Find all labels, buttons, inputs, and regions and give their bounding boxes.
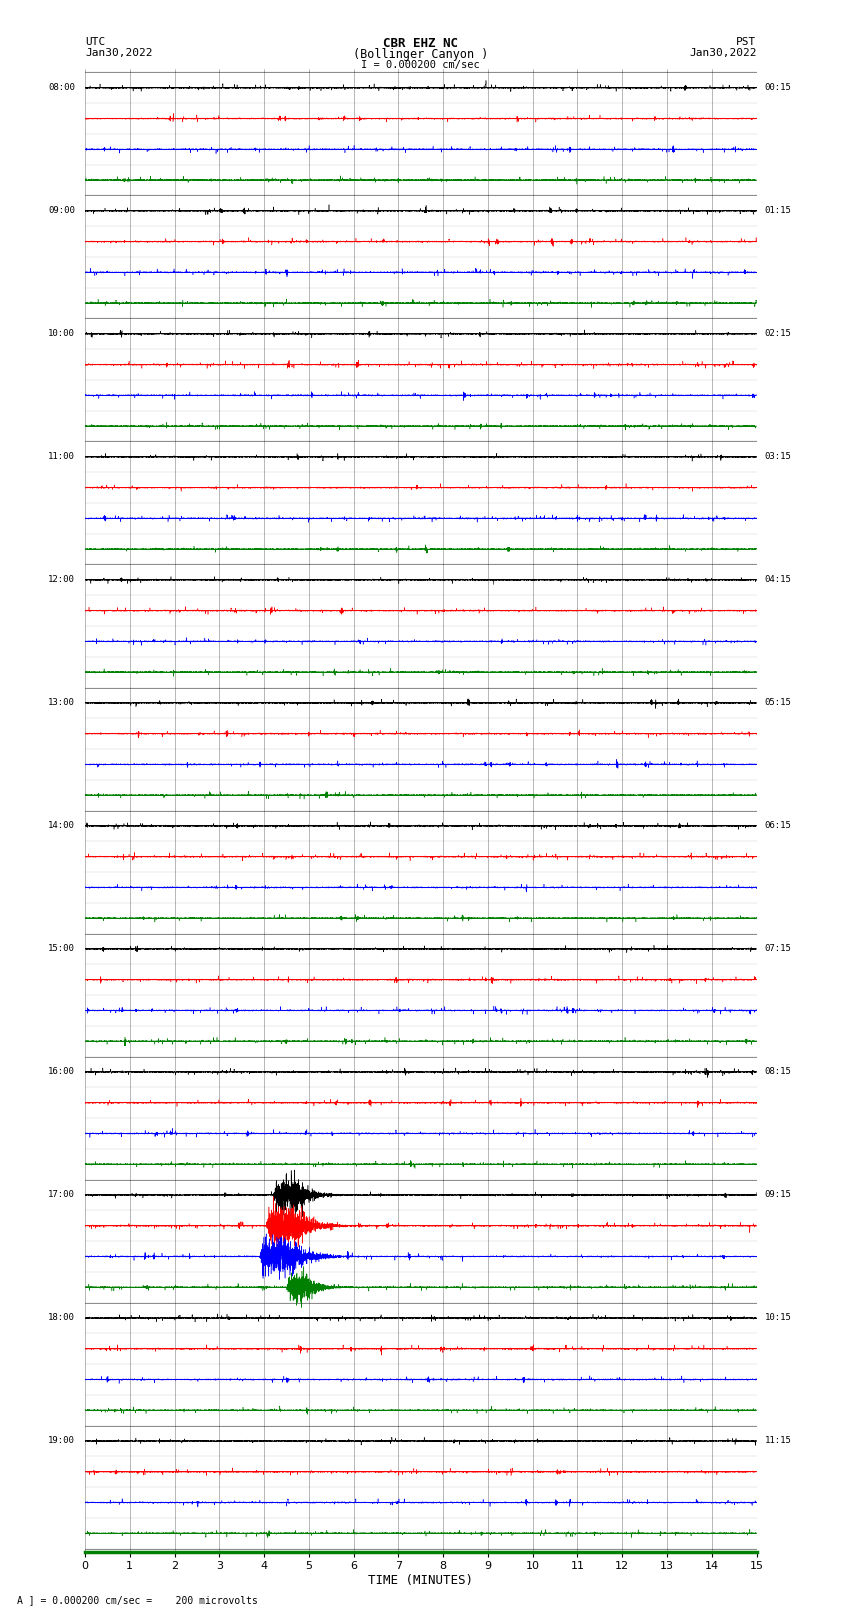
Text: 01:15: 01:15	[764, 206, 791, 215]
Text: 11:00: 11:00	[48, 452, 75, 461]
Text: 10:00: 10:00	[48, 329, 75, 339]
Text: 06:15: 06:15	[764, 821, 791, 831]
Text: 15:00: 15:00	[48, 945, 75, 953]
Text: 00:15: 00:15	[764, 84, 791, 92]
Text: 12:00: 12:00	[48, 576, 75, 584]
Text: 18:00: 18:00	[48, 1313, 75, 1323]
Text: 10:15: 10:15	[764, 1313, 791, 1323]
Text: (Bollinger Canyon ): (Bollinger Canyon )	[353, 48, 489, 61]
Text: 05:15: 05:15	[764, 698, 791, 708]
Text: 19:00: 19:00	[48, 1437, 75, 1445]
Text: CBR EHZ NC: CBR EHZ NC	[383, 37, 458, 50]
Text: 16:00: 16:00	[48, 1068, 75, 1076]
Text: 03:15: 03:15	[764, 452, 791, 461]
Text: 09:00: 09:00	[48, 206, 75, 215]
Text: 07:15: 07:15	[764, 945, 791, 953]
Text: 09:15: 09:15	[764, 1190, 791, 1200]
Text: 02:15: 02:15	[764, 329, 791, 339]
Text: 08:00: 08:00	[48, 84, 75, 92]
Text: I = 0.000200 cm/sec: I = 0.000200 cm/sec	[361, 60, 480, 69]
Text: 04:15: 04:15	[764, 576, 791, 584]
Text: 08:15: 08:15	[764, 1068, 791, 1076]
X-axis label: TIME (MINUTES): TIME (MINUTES)	[368, 1574, 473, 1587]
Text: UTC: UTC	[85, 37, 105, 47]
Text: PST: PST	[736, 37, 756, 47]
Text: 11:15: 11:15	[764, 1437, 791, 1445]
Text: Jan30,2022: Jan30,2022	[689, 48, 756, 58]
Text: 14:00: 14:00	[48, 821, 75, 831]
Text: Jan30,2022: Jan30,2022	[85, 48, 152, 58]
Text: A ] = 0.000200 cm/sec =    200 microvolts: A ] = 0.000200 cm/sec = 200 microvolts	[17, 1595, 258, 1605]
Text: 13:00: 13:00	[48, 698, 75, 708]
Text: 17:00: 17:00	[48, 1190, 75, 1200]
